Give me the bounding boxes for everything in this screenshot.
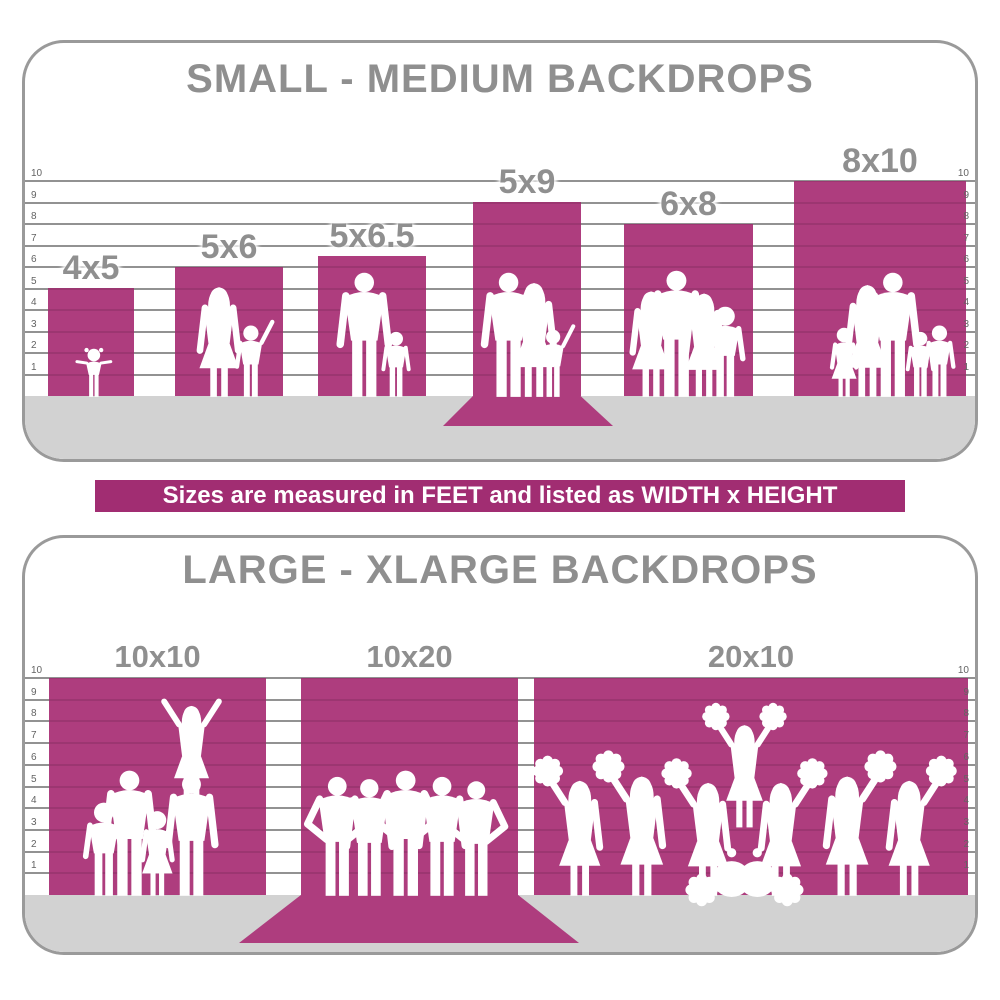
sizes-banner: Sizes are measured in FEET and listed as… [95,480,905,512]
gridline-overlay [25,677,975,679]
gridline-overlay [25,828,975,831]
ruler-value: 9 [31,189,37,201]
gridline-overlay [25,742,975,745]
gridline-overlay [25,266,975,268]
ruler-value: 5 [31,773,37,785]
bar-4x5 [48,288,134,396]
gridline-overlay [25,785,975,788]
bar-label-10x10: 10x10 [114,639,201,674]
ruler-value: 2 [31,838,37,850]
ruler-value: 1 [31,860,37,872]
ruler-value: 7 [31,232,37,244]
ruler-value: 2 [31,340,37,351]
gridline-overlay [25,180,975,182]
gridline-overlay [25,373,975,376]
ruler-value: 6 [31,254,37,265]
bar-label-4x5: 4x5 [62,249,120,287]
gridline-overlay [25,309,975,311]
ruler-value: 4 [31,297,37,308]
gridline-overlay [25,201,975,204]
gridline-overlay [25,850,975,853]
bar-label-5x6: 5x6 [200,228,258,266]
bar-5x9 [473,202,581,396]
ruler-value: 10 [31,168,43,179]
ruler-value: 7 [31,730,37,742]
gridline [25,180,975,182]
gridline-overlay [25,763,975,766]
small-medium-title: SMALL - MEDIUM BACKDROPS [186,57,814,101]
gridline-overlay [25,223,975,225]
gridline-overlay [25,720,975,723]
gridline-overlay [25,287,975,290]
bar-label-5x6-5: 5x6.5 [329,217,415,255]
ruler-value: 8 [31,708,37,720]
bar-label-5x9: 5x9 [498,163,556,201]
gridline-overlay [25,698,975,701]
floor-sweep-10x20 [239,895,579,943]
ruler-value: 1 [31,361,37,373]
gridline-overlay [25,244,975,247]
gridline-overlay [25,352,975,354]
bar-label-8x10: 8x10 [842,142,918,180]
ruler-value: 9 [31,686,37,698]
floor-sweep-5x9 [443,396,613,426]
ruler-value: 8 [31,211,37,222]
bar-label-20x10: 20x10 [707,639,795,674]
ruler-value: 10 [31,665,43,676]
ruler-value: 6 [31,751,37,763]
gridline-overlay [25,807,975,810]
ruler-value: 3 [31,816,37,828]
large-xlarge-panel: LARGE - XLARGE BACKDROPS 10x10 10x20 20x… [22,535,978,955]
gridline-overlay [25,330,975,333]
ruler-value: 4 [31,795,37,807]
ruler-value: 5 [31,275,37,287]
small-medium-panel: SMALL - MEDIUM BACKDROPS 4x5 5x6 5x6.5 5… [22,40,978,462]
bar-label-10x20: 10x20 [366,639,453,674]
large-xlarge-title: LARGE - XLARGE BACKDROPS [182,548,818,592]
ruler-value: 3 [31,318,37,330]
bar-label-6x8: 6x8 [660,185,717,223]
gridline-overlay [25,872,975,875]
